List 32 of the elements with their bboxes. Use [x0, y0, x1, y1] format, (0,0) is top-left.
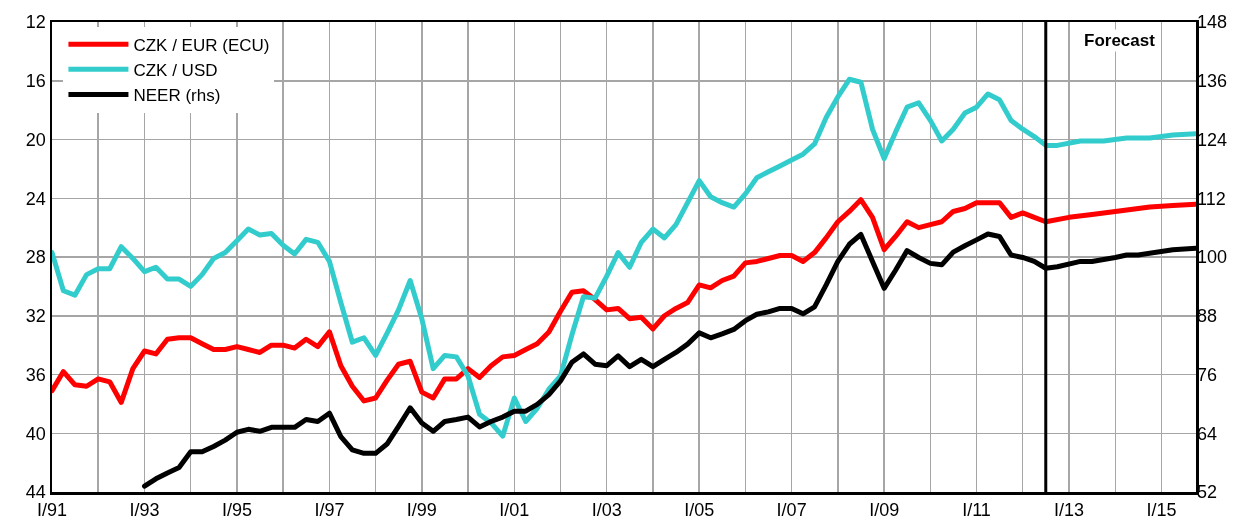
x-tick-label: I/05 — [684, 500, 715, 521]
legend-label: CZK / USD — [133, 60, 218, 80]
x-tick-label: I/93 — [129, 500, 160, 521]
y-tick-label: 44 — [25, 482, 46, 503]
x-tick-label: I/91 — [36, 500, 68, 521]
y2-tick-label: 124 — [1197, 129, 1228, 150]
x-tick-label: I/07 — [776, 500, 807, 521]
x-tick-label: I/99 — [406, 500, 437, 521]
y2-tick-label: 112 — [1197, 188, 1226, 209]
x-tick-label: I/09 — [869, 500, 900, 521]
x-tick-label: I/01 — [499, 500, 530, 521]
y-tick-label: 20 — [25, 129, 46, 150]
y-tick-label: 28 — [25, 247, 46, 268]
x-tick-label: I/95 — [221, 500, 252, 521]
x-tick-label: I/15 — [1146, 500, 1177, 521]
y-tick-label: 36 — [25, 364, 46, 385]
x-tick-label: I/97 — [314, 500, 345, 521]
legend-label: NEER (rhs) — [133, 86, 221, 106]
legend-label: CZK / EUR (ECU) — [133, 35, 270, 55]
x-tick-label: I/13 — [1054, 500, 1085, 521]
y-tick-label: 16 — [25, 71, 46, 92]
y2-tick-label: 100 — [1197, 247, 1228, 268]
ref-line-label: Forecast — [1084, 31, 1156, 50]
y2-tick-label: 148 — [1197, 12, 1228, 33]
y2-tick-label: 76 — [1197, 364, 1218, 385]
x-tick-label: I/11 — [962, 500, 991, 521]
x-tick-label: I/03 — [591, 500, 622, 521]
y-tick-label: 24 — [25, 188, 46, 209]
y-tick-label: 40 — [25, 423, 46, 444]
y2-tick-label: 136 — [1197, 71, 1228, 92]
y-tick-label: 12 — [25, 12, 46, 33]
y-tick-label: 32 — [25, 306, 46, 327]
